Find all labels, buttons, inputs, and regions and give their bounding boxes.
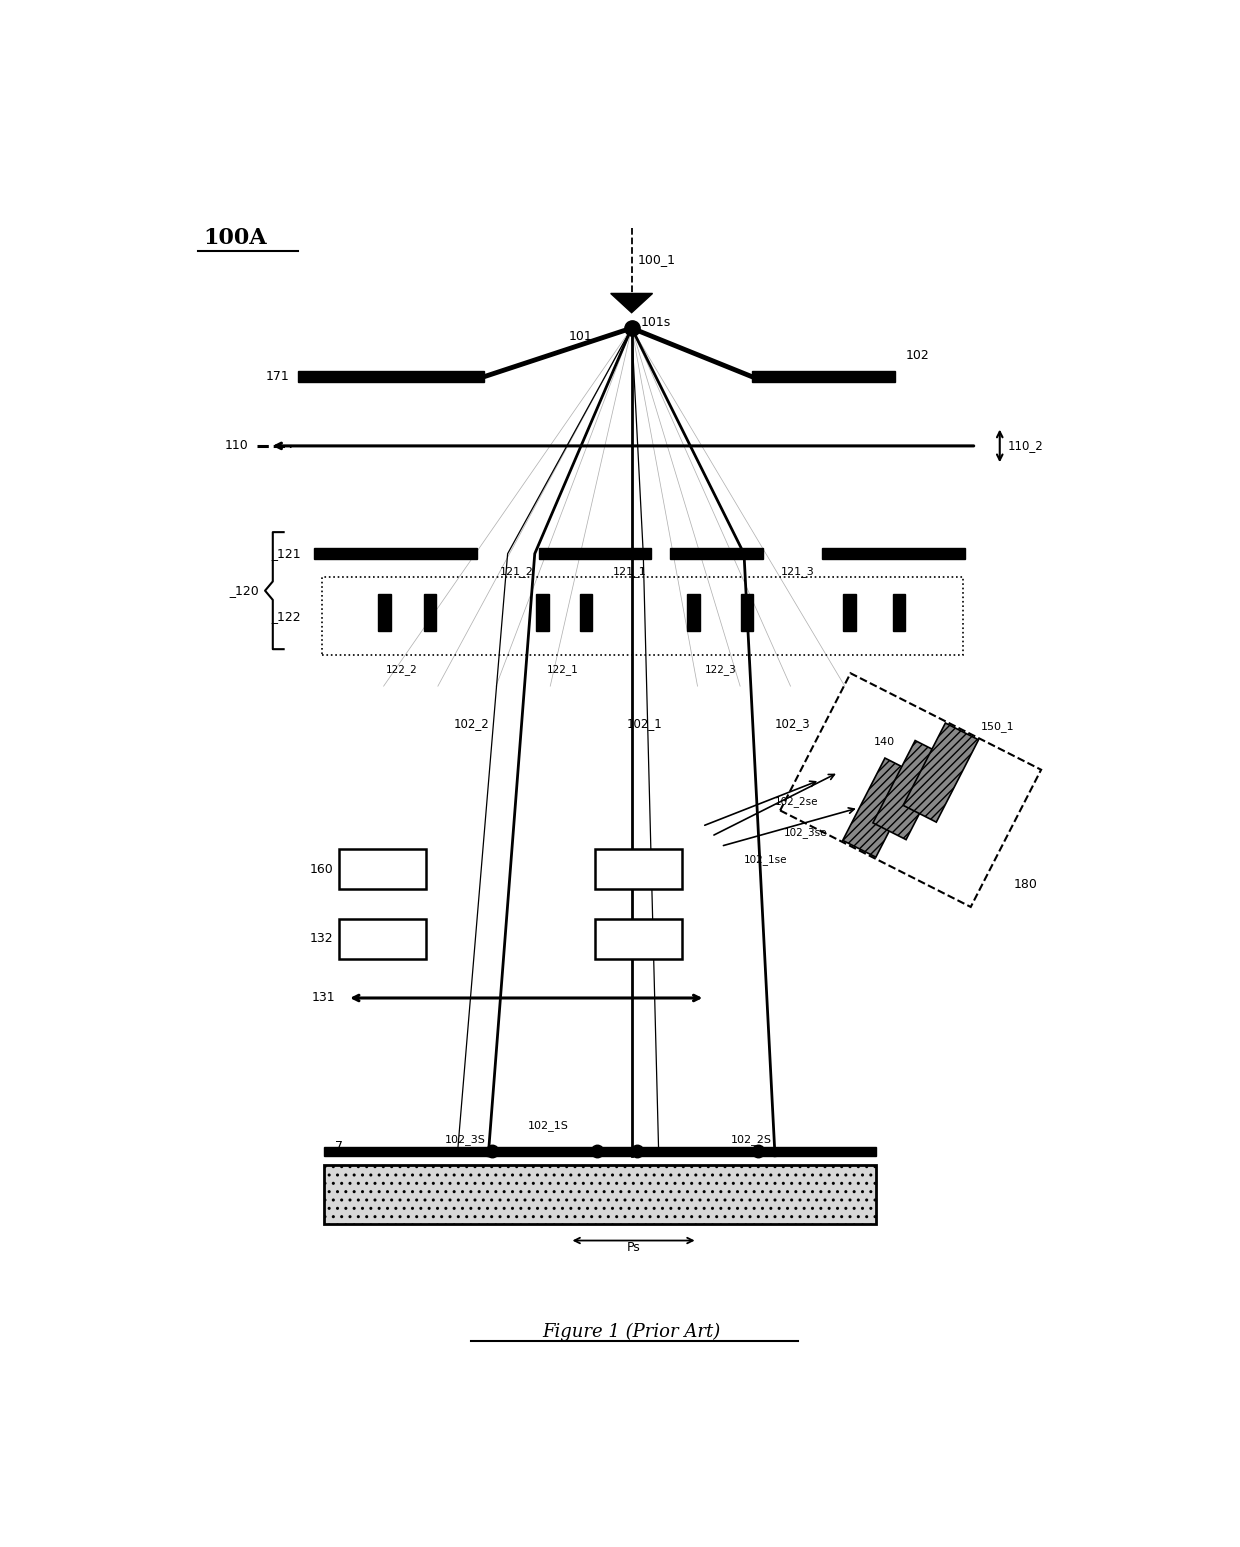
Text: 150_1: 150_1: [981, 721, 1014, 732]
Bar: [424, 594, 436, 631]
Bar: [780, 673, 1042, 907]
Text: 100A: 100A: [203, 227, 267, 249]
Text: 7: 7: [335, 1140, 342, 1153]
Text: 110: 110: [224, 439, 248, 452]
Bar: [595, 919, 682, 959]
Bar: [324, 1146, 875, 1156]
Bar: [821, 548, 965, 558]
Text: 160: 160: [310, 863, 334, 876]
Bar: [671, 548, 764, 558]
Bar: [324, 1165, 875, 1224]
Text: Figure 1 (Prior Art): Figure 1 (Prior Art): [543, 1323, 720, 1341]
Text: Ps: Ps: [627, 1241, 641, 1255]
Bar: [903, 722, 978, 821]
Bar: [340, 849, 427, 890]
Bar: [843, 594, 856, 631]
Text: Pd: Pd: [923, 752, 936, 763]
Bar: [687, 594, 699, 631]
Text: ̲121: ̲121: [277, 548, 301, 560]
Text: 122_3: 122_3: [706, 665, 737, 676]
Text: 150: 150: [941, 766, 962, 777]
Bar: [536, 594, 548, 631]
Text: 122_1: 122_1: [547, 665, 578, 676]
Bar: [843, 758, 918, 857]
Bar: [321, 577, 962, 656]
Text: 131: 131: [312, 992, 336, 1004]
Text: 102_2: 102_2: [454, 716, 489, 730]
Text: 110_2: 110_2: [1007, 439, 1043, 452]
Bar: [378, 594, 391, 631]
Polygon shape: [611, 294, 652, 312]
Text: 102_3se: 102_3se: [785, 828, 828, 838]
Text: 102_3: 102_3: [774, 716, 810, 730]
Bar: [742, 594, 753, 631]
Text: 102_1S: 102_1S: [528, 1120, 569, 1131]
Text: 132: 132: [310, 933, 334, 945]
Text: 121_3: 121_3: [781, 566, 815, 577]
Bar: [340, 919, 427, 959]
Bar: [595, 849, 682, 890]
Bar: [580, 594, 593, 631]
Text: 102_1se: 102_1se: [744, 854, 787, 865]
Text: ̲122: ̲122: [277, 610, 301, 622]
Text: 8: 8: [335, 1188, 342, 1200]
Text: 140: 140: [874, 736, 895, 747]
Text: 102_3S: 102_3S: [445, 1134, 485, 1145]
Bar: [538, 548, 651, 558]
Text: 100_1: 100_1: [637, 252, 676, 266]
Bar: [893, 594, 905, 631]
Text: 171: 171: [265, 370, 289, 384]
Text: 121_1: 121_1: [613, 566, 646, 577]
Text: 102: 102: [905, 348, 929, 362]
Bar: [751, 371, 895, 382]
Text: 102_2S: 102_2S: [732, 1134, 773, 1145]
Text: 102_1: 102_1: [627, 716, 662, 730]
Text: 121_2: 121_2: [500, 566, 533, 577]
Text: 122_2: 122_2: [386, 665, 418, 676]
Text: ̲120: ̲120: [236, 585, 259, 597]
Text: 101: 101: [569, 330, 593, 342]
Text: 101s: 101s: [641, 316, 671, 330]
Text: 102_2se: 102_2se: [775, 797, 818, 808]
Bar: [314, 548, 476, 558]
Bar: [873, 741, 949, 840]
Text: 180: 180: [1014, 879, 1038, 891]
Bar: [299, 371, 485, 382]
